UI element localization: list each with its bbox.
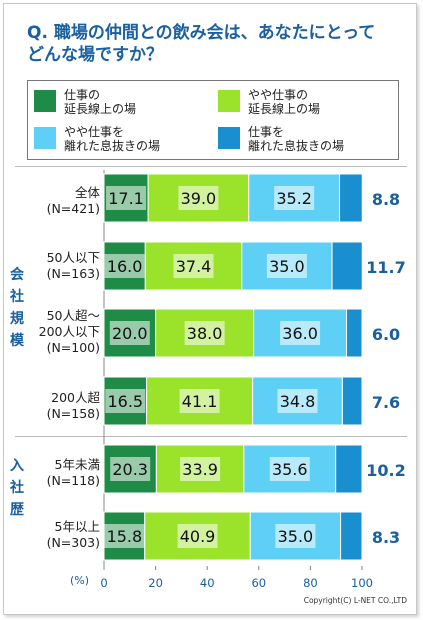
category-label-total: 全体 (N=421) [46, 185, 100, 216]
group-separator [15, 436, 407, 437]
group-label-company-size: 会 社 規 模 [10, 267, 24, 349]
data-label-bg-4-2 [179, 389, 220, 413]
group-label-tenure: 入 社 歴 [10, 458, 24, 518]
data-label-4-4: 7.6 [372, 393, 400, 412]
data-label-bg-4-1 [105, 389, 146, 413]
data-label-bg-1-2 [178, 186, 219, 210]
data-label-6-2: 40.9 [180, 527, 216, 546]
data-label-bg-1-1 [106, 186, 147, 210]
data-label-5-4: 10.2 [366, 461, 405, 480]
data-label-4-3: 34.8 [280, 392, 316, 411]
data-label-bg-5-1 [110, 457, 151, 481]
data-label-bg-6-2 [177, 524, 218, 548]
bar-segment-2-4 [331, 241, 363, 291]
category-label-50-to-200: 50人超～ 200人以下 (N=100) [38, 308, 100, 355]
x-tick-label-40: 40 [200, 576, 215, 590]
x-tick-label-80: 80 [303, 576, 318, 590]
legend-swatch-1 [34, 90, 56, 112]
axis-unit-label: (%) [70, 574, 90, 587]
legend: 仕事の 延長線上の場 やや仕事の 延長線上の場 やや仕事を 離れた息抜きの場 仕… [27, 80, 399, 160]
legend-label-2: やや仕事の 延長線上の場 [248, 88, 321, 116]
category-label-5-years-plus: 5年以上 (N=303) [46, 519, 100, 550]
data-label-3-3: 36.0 [282, 324, 318, 343]
data-label-bg-2-2 [173, 254, 214, 278]
x-tick-label-100: 100 [351, 576, 373, 590]
data-label-bg-3-3 [280, 321, 321, 345]
bar-segment-3-4 [346, 308, 363, 358]
data-label-2-4: 11.7 [366, 258, 405, 277]
legend-label-3: やや仕事を 離れた息抜きの場 [64, 125, 161, 153]
data-label-4-1: 16.5 [107, 392, 143, 411]
data-label-bg-5-2 [180, 457, 221, 481]
data-label-bg-6-3 [275, 524, 316, 548]
data-label-5-2: 33.9 [182, 460, 218, 479]
x-tick-label-60: 60 [251, 576, 266, 590]
data-label-bg-1-3 [274, 186, 315, 210]
bar-segment-1-4 [339, 173, 363, 223]
legend-swatch-3 [34, 127, 56, 149]
data-label-bg-5-3 [269, 457, 310, 481]
category-label-under-5-years: 5年未満 (N=118) [46, 457, 100, 488]
data-label-bg-6-1 [104, 524, 145, 548]
data-label-bg-2-1 [104, 254, 145, 278]
x-tick-label-0: 0 [100, 576, 107, 590]
data-label-3-2: 38.0 [187, 324, 223, 343]
legend-swatch-2 [218, 90, 240, 112]
category-label-over-200: 200人超 (N=158) [46, 390, 100, 421]
data-label-2-3: 35.0 [269, 257, 305, 276]
bar-segment-5-4 [335, 444, 363, 494]
category-label-50-or-less: 50人以下 (N=163) [46, 250, 100, 281]
data-label-2-2: 37.4 [176, 257, 212, 276]
chart-title: Q. 職場の仲間との飲み会は、あなたにとって どんな場ですか？ [27, 23, 376, 65]
legend-label-4: 仕事を 離れた息抜きの場 [248, 125, 345, 153]
data-label-3-4: 6.0 [372, 325, 400, 344]
data-label-1-1: 17.1 [108, 189, 144, 208]
data-label-bg-2-3 [266, 254, 307, 278]
data-label-bg-3-1 [109, 321, 150, 345]
data-label-6-4: 8.3 [372, 528, 400, 547]
data-label-bg-4-3 [277, 389, 318, 413]
bar-segment-4-4 [341, 376, 363, 426]
data-label-5-3: 35.6 [272, 460, 308, 479]
data-label-2-1: 16.0 [107, 257, 143, 276]
data-label-1-2: 39.0 [181, 189, 217, 208]
x-tick-label-20: 20 [148, 576, 163, 590]
data-label-5-1: 20.3 [112, 460, 148, 479]
data-label-bg-3-2 [184, 321, 225, 345]
legend-swatch-4 [218, 127, 240, 149]
data-label-6-1: 15.8 [107, 527, 143, 546]
data-label-1-4: 8.8 [372, 190, 400, 209]
data-label-4-2: 41.1 [182, 392, 218, 411]
legend-label-1: 仕事の 延長線上の場 [64, 88, 137, 116]
bar-segment-6-4 [340, 511, 363, 561]
legend-separator [15, 166, 407, 167]
data-label-3-1: 20.0 [112, 324, 148, 343]
copyright-text: Copyright(C) L-NET CO.,LTD [303, 596, 407, 605]
data-label-6-3: 35.0 [278, 527, 314, 546]
data-label-1-3: 35.2 [276, 189, 312, 208]
